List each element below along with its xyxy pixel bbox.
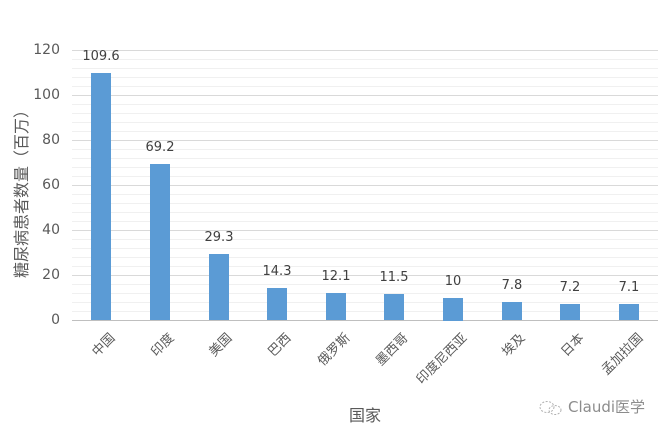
gridline	[72, 230, 658, 231]
gridline	[72, 257, 658, 258]
wechat-icon	[538, 400, 564, 416]
data-label: 12.1	[321, 269, 351, 284]
bar	[267, 288, 287, 320]
gridline	[72, 167, 658, 168]
gridline	[72, 113, 658, 114]
y-tick-label: 0	[51, 312, 60, 328]
gridline	[72, 212, 658, 213]
gridline	[72, 149, 658, 150]
y-tick-label: 120	[33, 42, 60, 58]
x-tick-label: 中国	[89, 330, 119, 360]
bar	[443, 298, 463, 321]
x-tick-label: 墨西哥	[373, 330, 412, 370]
gridline	[72, 131, 658, 132]
gridline	[72, 302, 658, 303]
gridline	[72, 104, 658, 105]
y-tick-label: 80	[42, 132, 60, 148]
bar	[91, 73, 111, 320]
watermark-text: Claudi医学	[568, 398, 646, 416]
data-label: 11.5	[379, 270, 409, 285]
x-axis-title: 国家	[349, 406, 382, 425]
y-tick-label: 100	[33, 87, 60, 103]
data-label: 69.2	[145, 140, 175, 155]
x-tick-label: 印度尼西亚	[413, 330, 471, 388]
bar	[619, 304, 639, 320]
x-axis-line	[72, 320, 658, 321]
gridline	[72, 266, 658, 267]
x-tick-label: 俄罗斯	[315, 330, 354, 370]
gridline	[72, 203, 658, 204]
gridline	[72, 50, 658, 51]
gridline	[72, 284, 658, 285]
data-label: 7.8	[501, 278, 523, 293]
y-axis-title: 糖尿病患者数量（百万）	[12, 102, 31, 279]
x-tick-label: 日本	[558, 330, 588, 360]
watermark: Claudi医学	[538, 396, 645, 417]
data-label: 109.6	[82, 49, 120, 64]
gridline	[72, 122, 658, 123]
bar	[209, 254, 229, 320]
data-label: 7.2	[559, 280, 581, 295]
gridline	[72, 176, 658, 177]
bar	[502, 302, 522, 320]
gridline	[72, 68, 658, 69]
y-tick-label: 40	[42, 222, 60, 238]
data-label: 7.1	[618, 280, 640, 295]
gridline	[72, 275, 658, 276]
gridline	[72, 221, 658, 222]
data-label: 10	[444, 274, 462, 289]
bar	[384, 294, 404, 320]
y-tick-label: 20	[42, 267, 60, 283]
x-tick-label: 孟加拉国	[599, 330, 647, 379]
gridline	[72, 293, 658, 294]
x-tick-label: 巴西	[265, 330, 295, 360]
data-label: 14.3	[262, 264, 292, 279]
data-label: 29.3	[204, 230, 234, 245]
gridline	[72, 140, 658, 141]
gridline	[72, 194, 658, 195]
bar	[326, 293, 346, 320]
x-tick-label: 美国	[206, 330, 236, 360]
gridline	[72, 59, 658, 60]
gridline	[72, 95, 658, 96]
gridline	[72, 248, 658, 249]
x-tick-label: 埃及	[499, 330, 529, 360]
y-tick-label: 60	[42, 177, 60, 193]
gridline	[72, 185, 658, 186]
gridline	[72, 77, 658, 78]
bar	[560, 304, 580, 320]
gridline	[72, 158, 658, 159]
gridline	[72, 311, 658, 312]
bar	[150, 164, 170, 320]
gridline	[72, 86, 658, 87]
x-tick-label: 印度	[148, 330, 178, 360]
gridline	[72, 239, 658, 240]
